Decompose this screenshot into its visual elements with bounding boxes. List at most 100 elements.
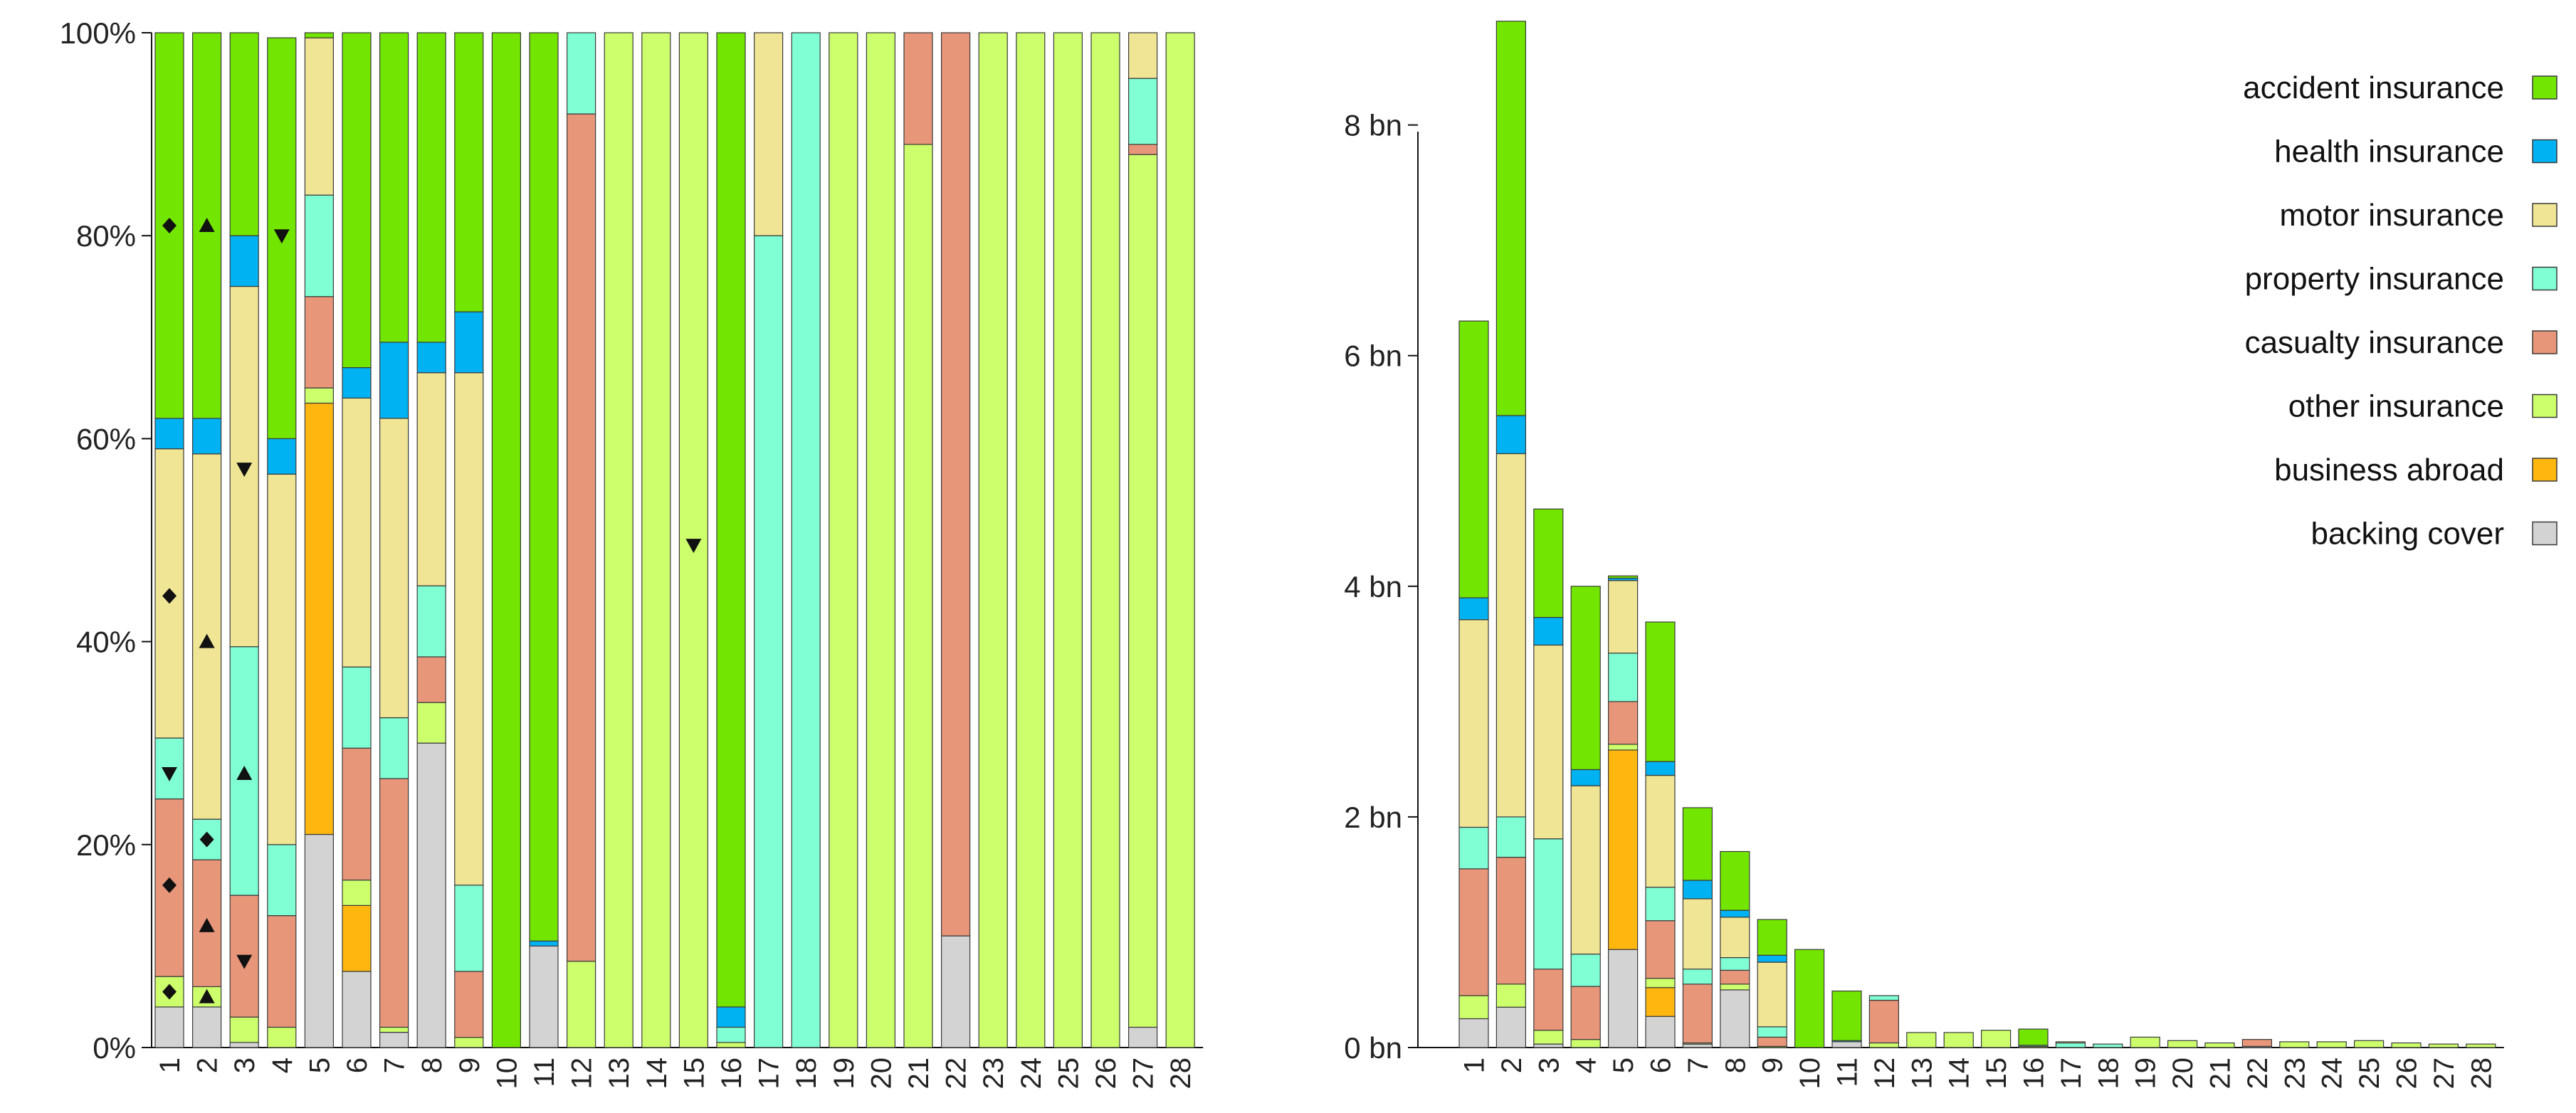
bar-segment-other: [229, 1016, 259, 1043]
bar-segment-other: [978, 32, 1008, 1048]
x-tick-label: 13: [604, 1057, 635, 1090]
bar-segment-casualty: [416, 656, 446, 703]
bar-segment-backing: [192, 1006, 222, 1048]
legend-label-abroad: business abroad: [2274, 453, 2504, 487]
marker-diamond: [162, 588, 177, 604]
marker-triangle-up: [236, 765, 253, 780]
bar-segment-motor: [1533, 644, 1564, 840]
bar-segment-other: [2167, 1040, 2198, 1048]
bar-segment-property: [1533, 838, 1564, 970]
x-tick-label: 20: [866, 1057, 897, 1090]
bar-segment-backing: [1495, 1006, 1526, 1048]
legend-swatch-casualty: [2532, 330, 2557, 354]
x-tick-label: 20: [2167, 1057, 2199, 1090]
bar-segment-motor: [454, 372, 484, 886]
x-tick-label: 23: [2279, 1057, 2310, 1090]
bar-segment-property: [379, 717, 409, 779]
bar-segment-accident: [454, 32, 484, 312]
legend-swatch-motor: [2532, 203, 2557, 227]
marker-triangle-up: [199, 217, 215, 232]
bar-segment-backing: [1720, 989, 1750, 1048]
bar-segment-health: [342, 366, 372, 399]
x-tick-label: 17: [754, 1057, 785, 1090]
x-tick-label: 25: [2354, 1057, 2385, 1090]
bar-segment-accident: [491, 32, 522, 1048]
bar-segment-accident: [304, 32, 334, 38]
x-tick-label: 18: [2093, 1057, 2124, 1090]
bar-segment-property: [1682, 969, 1713, 985]
legend-swatch-other: [2532, 394, 2557, 418]
bar-segment-accident: [1682, 807, 1713, 881]
x-tick-label: 21: [2205, 1057, 2236, 1090]
bar-segment-casualty: [1720, 969, 1750, 985]
bar-segment-motor: [1757, 961, 1787, 1028]
bar-segment-accident: [1831, 990, 1862, 1041]
bar-segment-health: [1720, 909, 1750, 918]
bar-segment-health: [1458, 597, 1489, 621]
bar-segment-other: [1608, 744, 1639, 751]
bar-segment-casualty: [1127, 144, 1158, 155]
x-tick-label: 2: [192, 1057, 224, 1073]
x-tick-label: 11: [1832, 1057, 1863, 1087]
x-tick-label: 10: [1794, 1057, 1826, 1090]
bar-segment-accident: [716, 32, 746, 1008]
bar-segment-other: [1053, 32, 1083, 1048]
bar-segment-casualty: [304, 296, 334, 389]
x-tick-label: 5: [304, 1057, 335, 1073]
bar-segment-motor: [342, 397, 372, 668]
legend-label-backing: backing cover: [2311, 517, 2504, 552]
bar-segment-backing: [342, 971, 372, 1048]
bar-segment-property: [791, 32, 821, 1048]
bar-segment-casualty: [1570, 986, 1601, 1040]
bar-segment-abroad: [304, 402, 334, 835]
x-tick-label: 27: [1128, 1057, 1160, 1090]
x-tick-label: 15: [678, 1057, 710, 1090]
y-tick-label: 6 bn: [1344, 339, 1402, 373]
legend-label-property: property insurance: [2245, 262, 2504, 297]
bar-segment-motor: [416, 372, 446, 586]
bar-segment-other: [566, 961, 596, 1048]
bar-segment-other: [1016, 32, 1046, 1048]
bar-segment-motor: [1458, 619, 1489, 828]
bar-segment-accident: [1794, 949, 1825, 1048]
x-tick-label: 22: [2242, 1057, 2273, 1090]
legend-swatch-health: [2532, 139, 2557, 164]
bar-segment-backing: [1645, 1016, 1676, 1048]
bar-segment-abroad: [1645, 987, 1676, 1017]
y-tick-label: 4 bn: [1344, 570, 1402, 603]
bar-segment-casualty: [1868, 999, 1899, 1044]
bar-segment-accident: [2018, 1028, 2049, 1046]
x-tick-label: 3: [1533, 1057, 1565, 1073]
bar-segment-property: [753, 235, 784, 1048]
bar-segment-casualty: [903, 32, 933, 145]
bar-segment-accident: [529, 32, 559, 941]
bar-segment-accident: [379, 32, 409, 343]
x-tick-label: 21: [903, 1057, 935, 1090]
bar-segment-other: [866, 32, 896, 1048]
bar-segment-backing: [229, 1042, 259, 1048]
bar-segment-other: [641, 32, 671, 1048]
bar-segment-health: [267, 438, 297, 475]
bar-segment-other: [1570, 1039, 1601, 1048]
x-tick-label: 10: [491, 1057, 522, 1090]
bar-segment-property: [2055, 1042, 2086, 1048]
bar-segment-other: [1868, 1042, 1899, 1048]
bar-segment-other: [604, 32, 634, 1048]
marker-triangle-down: [236, 463, 253, 478]
x-tick-label: 14: [641, 1057, 673, 1090]
x-tick-label: 12: [567, 1057, 598, 1090]
bar-segment-property: [1608, 653, 1639, 702]
bar-segment-backing: [1831, 1041, 1862, 1048]
bar-segment-backing: [304, 833, 334, 1048]
marker-diamond: [162, 217, 177, 233]
bar-segment-backing: [529, 945, 559, 1048]
x-tick-label: 18: [791, 1057, 822, 1090]
bar-segment-casualty: [267, 915, 297, 1028]
bar-segment-accident: [416, 32, 446, 343]
bar-segment-motor: [1608, 580, 1639, 654]
x-tick-label: 2: [1496, 1057, 1528, 1073]
x-tick-label: 8: [1720, 1057, 1751, 1073]
x-tick-label: 22: [941, 1057, 972, 1090]
bar-segment-motor: [2055, 1041, 2086, 1044]
bar-segment-other: [2466, 1043, 2496, 1048]
